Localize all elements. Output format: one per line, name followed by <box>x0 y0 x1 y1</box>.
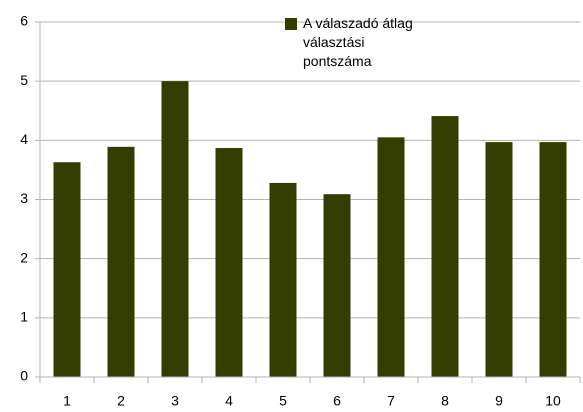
x-tick-label: 8 <box>441 393 449 409</box>
y-tick-label: 3 <box>20 190 28 206</box>
bar <box>107 146 135 377</box>
bar <box>269 182 297 377</box>
y-tick-label: 4 <box>20 131 28 147</box>
x-tick-label: 4 <box>225 393 233 409</box>
x-tick-label: 2 <box>117 393 125 409</box>
y-tick-label: 2 <box>20 249 28 265</box>
bar <box>161 81 189 378</box>
x-tick-label: 6 <box>333 393 341 409</box>
x-tick-label: 1 <box>63 393 71 409</box>
x-tick-label: 9 <box>495 393 503 409</box>
bar <box>485 142 513 377</box>
y-tick-label: 0 <box>20 368 28 384</box>
x-tick-label: 5 <box>279 393 287 409</box>
x-tick-label: 3 <box>171 393 179 409</box>
bar <box>539 142 567 377</box>
bar <box>377 137 405 377</box>
bar <box>323 194 351 377</box>
y-tick-label: 1 <box>20 309 28 325</box>
y-tick-label: 6 <box>20 13 28 29</box>
bar <box>53 162 81 377</box>
y-tick-label: 5 <box>20 72 28 88</box>
x-tick-label: 10 <box>545 393 561 409</box>
legend-swatch <box>285 18 297 30</box>
bar <box>215 148 243 377</box>
bar <box>431 116 459 377</box>
legend-label: A válaszadó átlag választási pontszáma <box>303 15 413 69</box>
x-tick-label: 7 <box>387 393 395 409</box>
